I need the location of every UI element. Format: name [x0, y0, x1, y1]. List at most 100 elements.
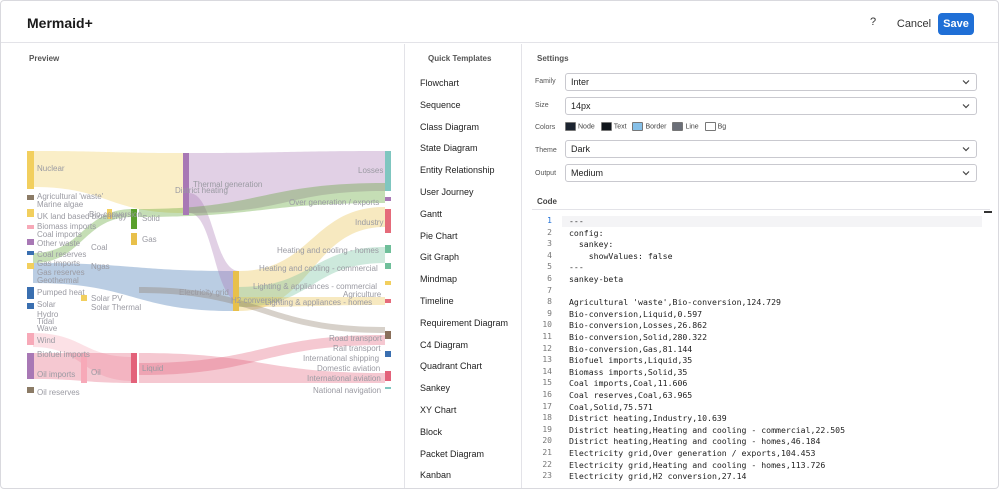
line-number: 7: [547, 285, 552, 295]
sankey-node: [27, 209, 34, 217]
sankey-label-left: Biomass imports: [37, 222, 96, 231]
template-item[interactable]: Gantt: [420, 208, 443, 219]
code-line: District heating,Heating and cooling - c…: [569, 424, 846, 435]
code-editor[interactable]: 1 --- 2 config: 3 sankey: 4 showValues: false…: [532, 209, 992, 484]
sankey-label-mid: Gas: [142, 235, 157, 244]
code-line: ---: [569, 262, 584, 273]
template-item[interactable]: User Journey: [420, 187, 474, 197]
line-number: 8: [547, 297, 552, 307]
sankey-label-right: Losses: [358, 166, 383, 175]
sankey-link: [139, 335, 385, 375]
sankey-node: [27, 251, 34, 255]
code-line: Electricity grid,Over generation / expor…: [569, 448, 816, 458]
sankey-label-right: Industry: [355, 218, 383, 227]
sankey-label-left: Hydro: [37, 310, 59, 319]
code-line: Coal,Solid,75.571: [569, 401, 653, 412]
sankey-label-right: Lighting & appliances - commercial: [253, 282, 377, 291]
template-item[interactable]: Git Graph: [420, 252, 460, 263]
theme-select[interactable]: Dark: [565, 140, 977, 158]
template-item[interactable]: Class Diagram: [420, 121, 480, 132]
template-item[interactable]: Pie Chart: [420, 230, 458, 241]
template-item[interactable]: XY Chart: [420, 405, 457, 415]
sankey-label-left: Solar: [37, 300, 56, 309]
family-select[interactable]: Inter: [565, 73, 977, 91]
sankey-node: [183, 153, 189, 215]
template-item[interactable]: Sequence: [420, 99, 461, 110]
template-item[interactable]: Entity Relationship: [420, 165, 495, 176]
swatch-text[interactable]: Text: [600, 122, 627, 131]
templates-label: Quick Templates: [428, 54, 492, 63]
save-button[interactable]: Save: [938, 13, 974, 35]
sankey-label-left: Pumped heat: [37, 288, 85, 297]
chevron-down-icon: [962, 80, 970, 85]
code-line: Coal reserves,Coal,63.965: [569, 390, 693, 400]
template-item[interactable]: Requirement Diagram: [420, 317, 509, 328]
template-item[interactable]: Block: [420, 426, 443, 437]
sankey-label-mid: Oil: [91, 368, 101, 377]
sankey-label-left: Oil imports: [37, 370, 75, 379]
sankey-label-right: International shipping: [303, 354, 379, 363]
sankey-node: [81, 295, 87, 301]
swatch-node[interactable]: Node: [565, 122, 595, 131]
code-line: ---: [569, 216, 584, 226]
sankey-label-mid: Solar Thermal: [91, 303, 141, 312]
code-line: showValues: false: [569, 250, 673, 261]
app-title: Mermaid+: [27, 15, 93, 31]
template-item[interactable]: Flowchart: [420, 78, 460, 88]
template-item[interactable]: Timeline: [420, 296, 454, 306]
sankey-link: [189, 151, 385, 213]
template-item[interactable]: Kanban: [420, 470, 452, 481]
code-line: Electricity grid,H2 conversion,27.14: [569, 471, 747, 482]
sankey-node: [131, 233, 137, 245]
code-line: Bio-conversion,Losses,26.862: [569, 320, 708, 331]
help-button[interactable]: ?: [870, 16, 877, 28]
swatch-bg-color: [704, 122, 716, 131]
swatch-border[interactable]: Border: [632, 122, 667, 131]
template-item[interactable]: Mindmap: [420, 274, 458, 285]
line-number: 18: [542, 413, 552, 423]
swatch-bg-label: Bg: [717, 123, 727, 131]
sankey-label-left: Gas imports: [37, 259, 80, 268]
sankey-node: [27, 303, 34, 309]
template-item[interactable]: State Diagram: [420, 143, 478, 154]
code-line: Bio-conversion,Liquid,0.597: [569, 308, 703, 319]
line-number: 10: [542, 320, 552, 330]
template-item[interactable]: C4 Diagram: [420, 339, 469, 350]
line-number: 11: [542, 332, 552, 341]
line-number: 1: [547, 216, 552, 225]
sankey-node: [27, 353, 34, 379]
sankey-label-right: National navigation: [313, 386, 381, 395]
swatch-line[interactable]: Line: [672, 122, 699, 131]
sankey-label-left: Tidal: [37, 317, 54, 326]
sankey-label-left: Other waste: [37, 239, 81, 248]
output-value: Medium: [571, 168, 604, 178]
template-item[interactable]: Quadrant Chart: [420, 361, 483, 372]
swatch-text-color: [600, 122, 612, 131]
sankey-label-mid: Ngas: [91, 262, 110, 271]
swatch-bg[interactable]: Bg: [704, 122, 727, 131]
color-swatches: Node Text Border Line Bg: [565, 122, 730, 134]
line-number: 21: [542, 448, 552, 457]
template-item[interactable]: Sankey: [420, 383, 451, 394]
template-item[interactable]: Packet Diagram: [420, 448, 485, 459]
sankey-node: [131, 209, 137, 229]
swatch-line-label: Line: [685, 123, 699, 131]
settings-label: Settings: [537, 54, 569, 63]
sankey-label-left: Coal imports: [37, 230, 82, 239]
code-line: config:: [569, 227, 604, 238]
sankey-link: [189, 193, 239, 301]
output-label: Output: [535, 170, 557, 177]
sankey-label-left: Gas reserves: [37, 268, 85, 277]
family-label: Family: [535, 78, 556, 85]
editor-scroll-marker: [984, 211, 992, 213]
line-number: 14: [542, 366, 552, 376]
size-value: 14px: [571, 101, 591, 111]
line-number: 20: [542, 436, 552, 446]
cancel-button[interactable]: Cancel: [892, 14, 936, 34]
sankey-label-right: Rail transport: [333, 344, 381, 353]
size-select[interactable]: 14px: [565, 97, 977, 115]
sankey-label-left: Agricultural 'waste': [37, 192, 104, 201]
output-select[interactable]: Medium: [565, 164, 977, 182]
sankey-node: [385, 209, 391, 233]
